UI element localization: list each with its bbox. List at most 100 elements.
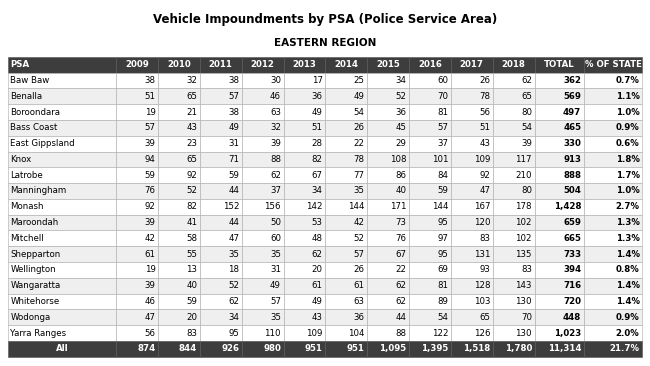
Text: 2014: 2014	[334, 60, 358, 69]
Text: 39: 39	[521, 139, 532, 148]
Text: 37: 37	[270, 187, 281, 195]
Text: 60: 60	[270, 234, 281, 243]
Text: 1.4%: 1.4%	[616, 281, 640, 290]
Text: 47: 47	[144, 313, 155, 322]
Text: 101: 101	[432, 155, 448, 164]
Text: 62: 62	[395, 281, 406, 290]
Text: 56: 56	[479, 108, 490, 116]
Text: 109: 109	[306, 329, 323, 338]
Text: 47: 47	[228, 234, 239, 243]
Text: 913: 913	[564, 155, 581, 164]
Text: 81: 81	[437, 108, 448, 116]
Text: 26: 26	[354, 265, 365, 274]
Text: 57: 57	[354, 250, 365, 259]
Text: 41: 41	[187, 218, 197, 227]
Text: 61: 61	[144, 250, 155, 259]
Text: Shepparton: Shepparton	[10, 250, 60, 259]
Text: 2013: 2013	[292, 60, 317, 69]
Text: 65: 65	[187, 155, 197, 164]
Text: 92: 92	[144, 202, 155, 211]
Text: 43: 43	[312, 313, 323, 322]
Text: 2018: 2018	[502, 60, 526, 69]
Text: 108: 108	[390, 155, 406, 164]
Text: 497: 497	[563, 108, 581, 116]
Text: 951: 951	[346, 344, 365, 354]
Text: 57: 57	[144, 123, 155, 132]
Text: 102: 102	[515, 218, 532, 227]
Text: 1.7%: 1.7%	[616, 171, 640, 180]
Text: 52: 52	[354, 234, 365, 243]
Text: 26: 26	[354, 123, 365, 132]
Text: 95: 95	[228, 329, 239, 338]
Text: 59: 59	[187, 297, 197, 306]
Text: 53: 53	[312, 218, 323, 227]
Text: 95: 95	[437, 218, 448, 227]
Text: 569: 569	[564, 92, 581, 101]
Text: 0.8%: 0.8%	[616, 265, 640, 274]
Text: 17: 17	[312, 76, 323, 85]
Text: TOTAL: TOTAL	[544, 60, 575, 69]
Text: 2.0%: 2.0%	[616, 329, 640, 338]
Text: 659: 659	[564, 218, 581, 227]
Text: 42: 42	[144, 234, 155, 243]
Text: 156: 156	[265, 202, 281, 211]
Text: 77: 77	[354, 171, 365, 180]
Text: 13: 13	[187, 265, 197, 274]
Text: 122: 122	[432, 329, 448, 338]
Text: 62: 62	[395, 297, 406, 306]
Text: Manningham: Manningham	[10, 187, 67, 195]
Text: 49: 49	[354, 92, 365, 101]
Text: 874: 874	[137, 344, 155, 354]
Text: 49: 49	[312, 297, 323, 306]
Text: 38: 38	[228, 108, 239, 116]
Text: 1.1%: 1.1%	[616, 92, 640, 101]
Text: 86: 86	[395, 171, 406, 180]
Text: 35: 35	[354, 187, 365, 195]
Text: 171: 171	[390, 202, 406, 211]
Text: 88: 88	[270, 155, 281, 164]
Text: 62: 62	[270, 171, 281, 180]
Text: 57: 57	[228, 92, 239, 101]
Text: 0.9%: 0.9%	[616, 123, 640, 132]
Text: 733: 733	[563, 250, 581, 259]
Text: 120: 120	[474, 218, 490, 227]
Text: 76: 76	[144, 187, 155, 195]
Text: 980: 980	[263, 344, 281, 354]
Text: 36: 36	[395, 108, 406, 116]
Text: 18: 18	[228, 265, 239, 274]
Text: 104: 104	[348, 329, 365, 338]
Text: 57: 57	[437, 123, 448, 132]
Text: 29: 29	[396, 139, 406, 148]
Text: 102: 102	[515, 234, 532, 243]
Text: 89: 89	[437, 297, 448, 306]
Text: 52: 52	[228, 281, 239, 290]
Text: 60: 60	[437, 76, 448, 85]
Text: 394: 394	[563, 265, 581, 274]
Text: 84: 84	[437, 171, 448, 180]
Text: 110: 110	[265, 329, 281, 338]
Text: 1.0%: 1.0%	[616, 187, 640, 195]
Text: 178: 178	[515, 202, 532, 211]
Text: Wodonga: Wodonga	[10, 313, 51, 322]
Text: 54: 54	[437, 313, 448, 322]
Text: PSA: PSA	[10, 60, 29, 69]
Text: 844: 844	[179, 344, 197, 354]
Text: 1.0%: 1.0%	[616, 108, 640, 116]
Text: 63: 63	[270, 108, 281, 116]
Text: 31: 31	[228, 139, 239, 148]
Text: 926: 926	[221, 344, 239, 354]
Text: 130: 130	[515, 297, 532, 306]
Text: 62: 62	[521, 76, 532, 85]
Text: 39: 39	[144, 281, 155, 290]
Text: 39: 39	[144, 139, 155, 148]
Text: 716: 716	[563, 281, 581, 290]
Text: 1.3%: 1.3%	[616, 234, 640, 243]
Text: 50: 50	[270, 218, 281, 227]
Text: 35: 35	[270, 250, 281, 259]
Text: 52: 52	[395, 92, 406, 101]
Text: Wangaratta: Wangaratta	[10, 281, 60, 290]
Text: 61: 61	[354, 281, 365, 290]
Text: 63: 63	[354, 297, 365, 306]
Text: 73: 73	[395, 218, 406, 227]
Text: 62: 62	[312, 250, 323, 259]
